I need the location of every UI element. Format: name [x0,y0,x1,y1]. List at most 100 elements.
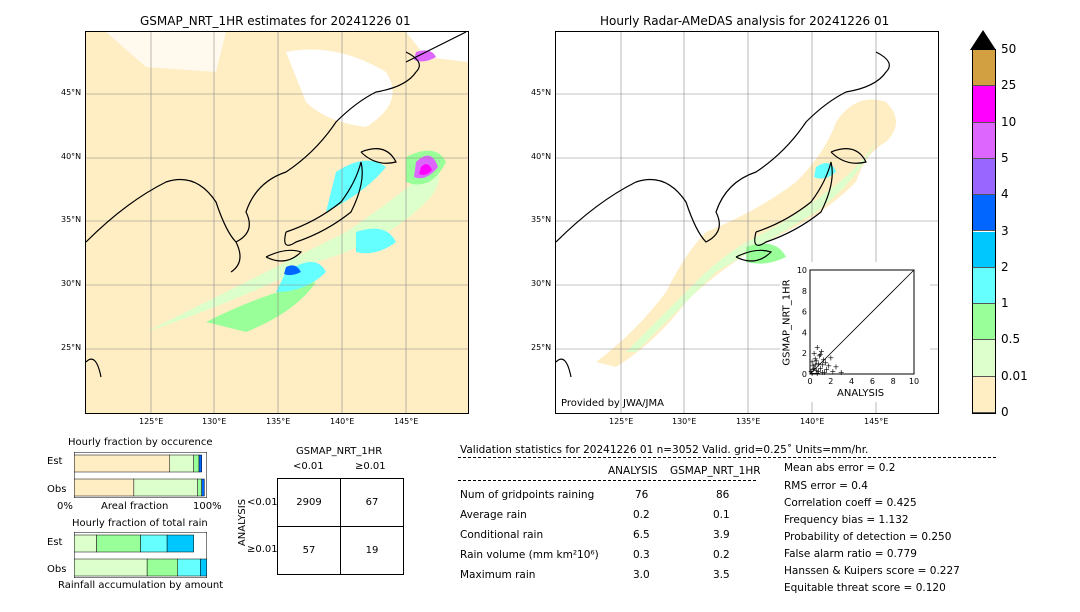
scatter-point: + [830,367,837,376]
contingency-cell: 57 [277,526,341,575]
colorbar-swatch [973,267,995,305]
contingency-col-ge: ≥0.01 [355,461,386,472]
right-lon-label: 140°E [800,417,825,426]
scatter-point: + [813,366,820,375]
scatter-ylabel: GSMAP_NRT_1HR [781,279,793,366]
scatter-xtick: 2 [828,377,833,386]
scatter-ytick: 2 [802,349,807,358]
scatter-point: + [819,361,826,370]
left-lat-label: 45°N [61,88,82,97]
occurrence-est-label: Est [47,456,63,467]
stat-analysis: 76 [635,489,649,501]
colorbar-label: 50 [1001,42,1017,56]
colorbar-label: 2 [1001,259,1009,274]
validation-col-gsmap: GSMAP_NRT_1HR [670,465,761,477]
colorbar-swatch [973,231,995,268]
scatter-point: + [823,365,830,374]
scatter-xtick: 6 [870,377,875,386]
right-lon-label: 125°E [609,417,634,426]
scatter-point: + [820,355,827,364]
left-lat-label: 40°N [61,152,82,161]
scatter-ytick: 8 [802,287,807,296]
right-lat-label: 45°N [531,88,552,97]
accumulation-label: Rainfall accumulation by amount [58,580,224,591]
scatter-xtick: 0 [807,377,812,386]
total-title: Hourly fraction of total rain [72,518,208,529]
fraction-bar-segment [73,558,148,577]
validation-header: Validation statistics for 20241226 01 n=… [460,444,869,456]
score-line: Equitable threat score = 0.120 [784,582,946,594]
stat-gsmap: 3.9 [713,529,730,541]
score-line: RMS error = 0.4 [784,480,868,492]
score-line: Frequency bias = 1.132 [784,514,909,526]
right-lon-label: 145°E [864,417,889,426]
contingency-cell: 19 [340,526,404,575]
left-lat-label: 30°N [61,279,82,288]
scatter-point: + [827,353,834,362]
stat-analysis: 0.3 [633,549,650,561]
scatter-point: + [812,361,819,370]
scatter-xtick: 8 [891,377,896,386]
scatter-point: + [812,354,819,363]
fraction-bar-segment [146,558,178,577]
fraction-bar-segment [140,534,168,553]
occurrence-obs-label: Obs [47,484,67,495]
scatter-point: + [825,362,832,371]
scatter-ytick: 6 [802,308,807,317]
scatter-point: + [813,356,820,365]
scatter-point: + [838,368,845,377]
scatter-ytick: 10 [797,266,807,275]
scatter-point: + [815,367,822,376]
right-lon-label: 130°E [672,417,697,426]
fraction-bar-segment [198,454,202,473]
scatter-ytick: 0 [802,370,807,379]
contingency-cell: 67 [340,478,404,527]
score-line: Correlation coeff = 0.425 [784,497,917,509]
fraction-bar-segment [201,478,205,497]
fraction-bar-segment [166,534,194,553]
scatter-xtick: 4 [849,377,854,386]
scatter-point: + [818,347,825,356]
fraction-bar-segment [73,478,135,497]
right-map-title: Hourly Radar-AMeDAS analysis for 2024122… [600,14,890,28]
fraction-bar-segment [193,454,200,473]
fraction-bar-segment [96,534,141,553]
stat-label: Num of gridpoints raining [460,489,595,501]
axis-left: 0% [57,501,73,512]
scatter-point: + [814,369,821,378]
contingency-header: GSMAP_NRT_1HR [296,446,383,457]
scatter-point: + [816,351,823,360]
scatter-plot: ++++++++++++++++++++++++++++++ 002244668… [797,266,919,386]
colorbar [972,49,996,414]
stat-gsmap: 86 [716,489,730,501]
scatter-point: + [822,359,829,368]
colorbar-swatch [973,195,995,232]
left-map-svg [86,32,468,413]
colorbar-label: 25 [1001,78,1017,93]
left-map [85,31,469,414]
contingency-col-lt: <0.01 [293,461,324,472]
right-map-svg [556,32,938,413]
colorbar-label: 5 [1001,150,1009,165]
scatter-point: + [810,362,817,371]
colorbar-label: 10 [1001,114,1017,129]
stat-analysis: 6.5 [633,529,650,541]
total-obs-label: Obs [47,564,67,575]
contingency-row-ge: ≥0.01 [247,544,278,555]
colorbar-label: 1 [1001,296,1009,311]
score-line: Mean abs error = 0.2 [784,462,896,474]
scatter-point: + [833,363,840,372]
stat-label: Average rain [460,509,527,521]
total-est-label: Est [47,537,63,548]
scatter-point: + [817,350,824,359]
left-map-title: GSMAP_NRT_1HR estimates for 20241226 01 [140,14,411,28]
fraction-bar-segment [133,478,198,497]
scatter-point: + [810,365,817,374]
validation-divider [458,457,996,458]
colorbar-swatch [973,340,995,377]
colorbar-label: 0.5 [1001,332,1021,347]
scatter-point: + [811,349,818,358]
total-chart [73,531,208,579]
colorbar-swatch [973,376,995,413]
